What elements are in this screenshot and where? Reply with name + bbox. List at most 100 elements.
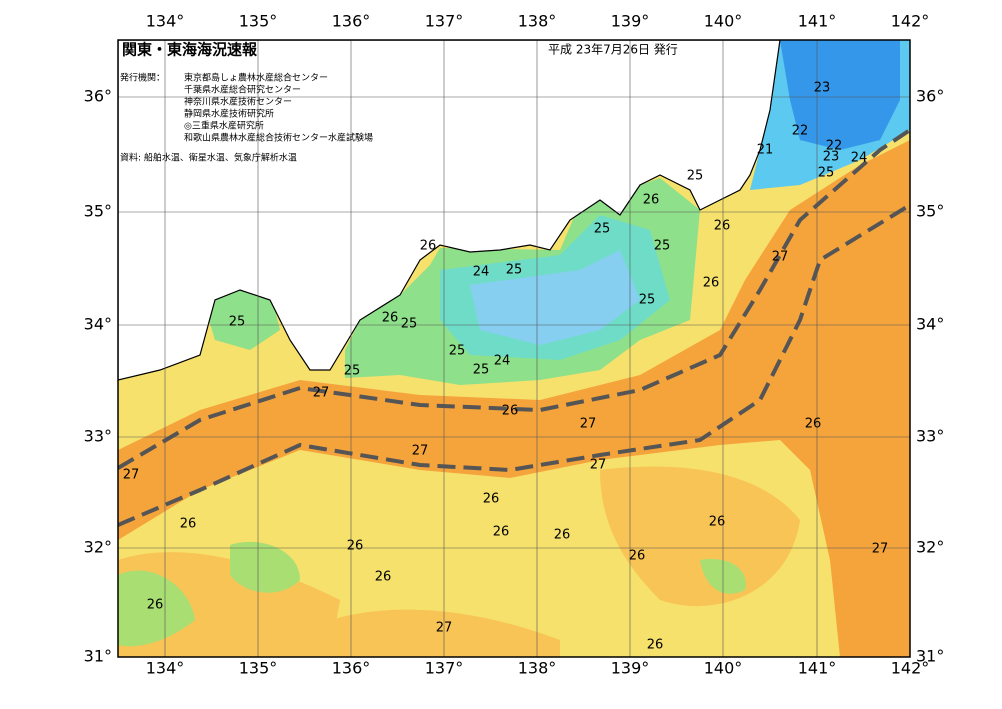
contour-label: 25 <box>449 344 466 359</box>
lon-label: 140° <box>704 12 743 31</box>
contour-label: 26 <box>805 417 822 432</box>
lat-label: 34° <box>84 315 112 334</box>
axis-labels: 134° 134° 135° 135° 136° 136° 137° 137° 138° 138°… <box>84 12 945 678</box>
lon-label: 135° <box>239 12 278 31</box>
contour-label: 21 <box>757 143 774 158</box>
map-frame <box>117 39 911 658</box>
contour-label: 25 <box>473 363 490 378</box>
contour-label: 27 <box>313 386 330 401</box>
credits: 発行機関： 東京都島しょ農林水産総合センター千葉県水産総合研究センター神奈川県水産… <box>120 72 373 164</box>
lon-label: 139° <box>611 12 650 31</box>
current-axis <box>118 128 910 470</box>
contour-label: 26 <box>709 515 726 530</box>
institution: 和歌山県農林水産総合技術センター水産試験場 <box>184 132 373 144</box>
lon-label: 137° <box>425 12 464 31</box>
issue-date: 平成 23年7月26日 発行 <box>548 43 678 57</box>
lon-label: 135° <box>239 659 278 678</box>
institution: 静岡県水産技術研究所 <box>184 108 274 120</box>
lon-label: 142° <box>891 12 930 31</box>
contour-label: 25 <box>639 293 656 308</box>
contour-label: 27 <box>772 250 789 265</box>
lon-label: 138° <box>518 12 557 31</box>
cold-water <box>470 250 640 345</box>
lat-label: 32° <box>84 538 112 557</box>
institution: 神奈川県水産技術センター <box>184 96 292 108</box>
lat-label: 35° <box>916 202 944 221</box>
institution: 千葉県水産総合研究センター <box>184 84 301 96</box>
lon-label: 136° <box>332 659 371 678</box>
warm-current-band <box>118 140 910 657</box>
contour-label: 23 <box>823 150 840 165</box>
lat-label: 32° <box>916 538 944 557</box>
warm-patch <box>330 609 560 657</box>
lon-label: 138° <box>518 659 557 678</box>
contour-label: 26 <box>629 549 646 564</box>
contour-label: 26 <box>382 311 399 326</box>
lat-label: 33° <box>84 427 112 446</box>
cool-water <box>200 290 280 350</box>
contour-label: 22 <box>792 124 809 139</box>
contour-label: 25 <box>687 169 704 184</box>
lat-label: 31° <box>84 647 112 666</box>
contour-label: 25 <box>818 166 835 181</box>
contour-label: 26 <box>420 239 437 254</box>
contour-label: 27 <box>412 444 429 459</box>
graticule <box>118 40 910 657</box>
contour-label: 26 <box>714 219 731 234</box>
contour-label: 26 <box>647 638 664 653</box>
lon-label: 141° <box>798 12 837 31</box>
cold-water <box>780 40 900 150</box>
warm-patch <box>600 466 800 607</box>
contour-label: 25 <box>401 317 418 332</box>
sources: 資料: 船舶水温、衛星水温、気象庁解析水温 <box>120 152 297 164</box>
contour-label: 26 <box>180 517 197 532</box>
contour-label: 26 <box>554 528 571 543</box>
contour-label: 26 <box>147 598 164 613</box>
contour-label: 26 <box>703 276 720 291</box>
lon-label: 142° <box>891 659 930 678</box>
contour-label: 26 <box>347 539 364 554</box>
contour-label: 25 <box>594 222 611 237</box>
lat-label: 33° <box>916 427 944 446</box>
current-axis <box>118 203 910 527</box>
contour-label: 27 <box>436 621 453 636</box>
lat-label: 36° <box>916 87 944 106</box>
lat-label: 31° <box>916 647 944 666</box>
contour-label: 26 <box>643 193 660 208</box>
contour-label: 24 <box>473 265 490 280</box>
contour-label: 23 <box>814 81 831 96</box>
contour-label: 25 <box>229 315 246 330</box>
institution: ◎三重県水産研究所 <box>184 120 264 132</box>
contour-label: 26 <box>502 404 519 419</box>
institution: 東京都島しょ農林水産総合センター <box>184 72 328 84</box>
lon-label: 134° <box>146 12 185 31</box>
lon-label: 136° <box>332 12 371 31</box>
contour-label: 26 <box>483 492 500 507</box>
lon-label: 140° <box>704 659 743 678</box>
contour-label: 26 <box>493 525 510 540</box>
contour-label: 27 <box>123 468 140 483</box>
contour-label: 24 <box>851 151 868 166</box>
contour-label: 27 <box>580 417 597 432</box>
contour-label: 24 <box>494 354 511 369</box>
credits-heading: 発行機関： <box>120 72 165 84</box>
lon-label: 139° <box>611 659 650 678</box>
lat-label: 36° <box>84 87 112 106</box>
lat-label: 34° <box>916 315 944 334</box>
contour-label: 27 <box>590 458 607 473</box>
cool-patch <box>230 541 300 593</box>
contour-label: 25 <box>344 364 361 379</box>
lon-label: 141° <box>798 659 837 678</box>
lon-label: 137° <box>425 659 464 678</box>
contour-label: 25 <box>506 263 523 278</box>
lat-label: 35° <box>84 202 112 221</box>
land <box>118 40 781 381</box>
lon-label: 134° <box>146 659 185 678</box>
contour-label: 22 <box>826 139 843 154</box>
contour-label: 27 <box>872 542 889 557</box>
contour-label: 25 <box>654 239 671 254</box>
title: 関東・東海海況速報 <box>122 41 258 59</box>
